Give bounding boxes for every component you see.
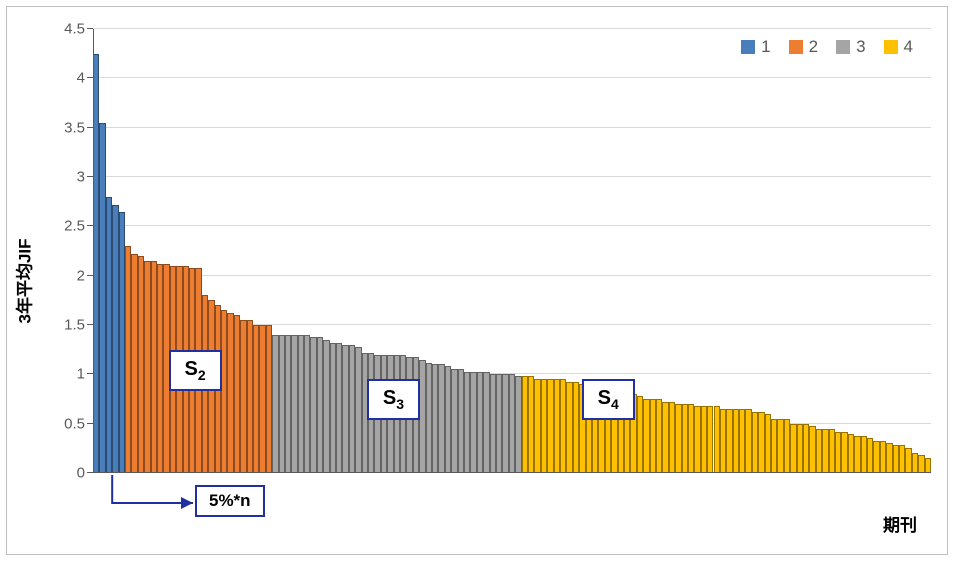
s2-main: S — [185, 358, 198, 380]
x-axis-title: 期刊 — [883, 511, 917, 536]
legend-item-2: 2 — [789, 37, 818, 57]
y-tick-label: 1.5 — [64, 317, 85, 334]
y-tick-label: 4 — [77, 70, 85, 87]
s4-main: S — [598, 387, 611, 409]
annotation-s2: S2 — [169, 350, 222, 391]
grid-line — [93, 225, 931, 226]
y-tick-label: 1 — [77, 366, 85, 383]
legend-swatch — [741, 40, 755, 54]
legend-swatch — [836, 40, 850, 54]
grid-line — [93, 28, 931, 29]
y-axis-title: 3年平均JIF — [11, 238, 36, 323]
legend-label: 3 — [856, 37, 865, 57]
legend-swatch — [884, 40, 898, 54]
legend-label: 2 — [809, 37, 818, 57]
s4-sub: 4 — [611, 396, 619, 412]
y-tick-label: 0 — [77, 465, 85, 482]
y-axis-line — [93, 29, 94, 473]
x-axis-line — [93, 472, 931, 473]
legend-item-3: 3 — [836, 37, 865, 57]
legend: 1 2 3 4 — [741, 37, 913, 57]
plot-area: 00.511.522.533.544.5 1234 S2 S3 S4 — [93, 29, 931, 473]
legend-item-4: 4 — [884, 37, 913, 57]
annotation-5pct: 5%*n — [195, 485, 265, 517]
chart-frame: 3年平均JIF 00.511.522.533.544.5 1234 S2 S3 … — [6, 6, 948, 555]
y-tick-label: 0.5 — [64, 415, 85, 432]
grid-line — [93, 127, 931, 128]
s3-sub: 3 — [396, 396, 404, 412]
legend-label: 1 — [761, 37, 770, 57]
y-tick-label: 3.5 — [64, 119, 85, 136]
grid-line — [93, 176, 931, 177]
s3-main: S — [383, 387, 396, 409]
five-pct-text: 5%*n — [209, 491, 251, 510]
annotation-s3: S3 — [367, 379, 420, 420]
y-tick-label: 4.5 — [64, 21, 85, 38]
grid-line — [93, 275, 931, 276]
s2-sub: 2 — [198, 367, 206, 383]
legend-item-1: 1 — [741, 37, 770, 57]
y-tick-label: 2.5 — [64, 218, 85, 235]
legend-label: 4 — [904, 37, 913, 57]
annotation-s4: S4 — [582, 379, 635, 420]
y-tick-label: 3 — [77, 169, 85, 186]
legend-swatch — [789, 40, 803, 54]
y-tick-label: 2 — [77, 267, 85, 284]
bar-series-4 — [925, 458, 931, 473]
grid-line — [93, 77, 931, 78]
